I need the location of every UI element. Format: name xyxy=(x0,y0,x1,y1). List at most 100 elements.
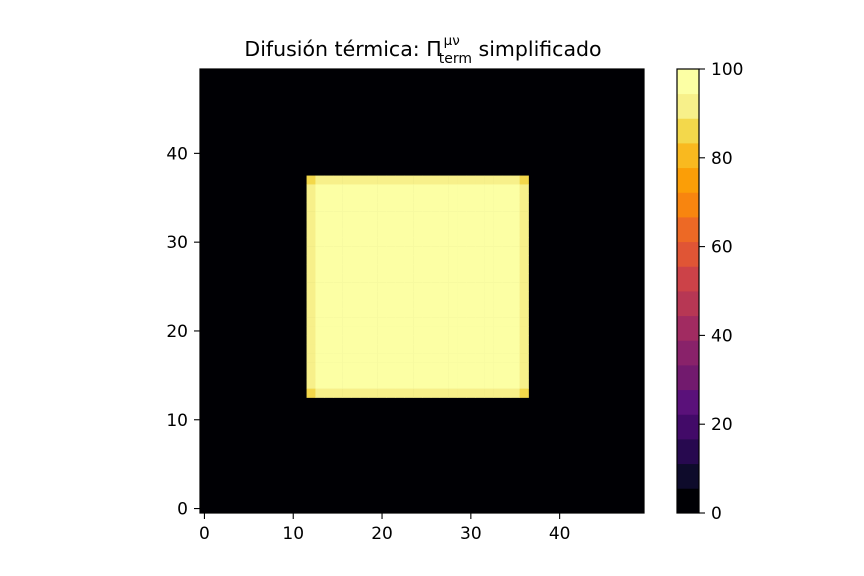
heatmap-cell xyxy=(386,344,396,354)
x-tick-label: 10 xyxy=(282,524,304,544)
heatmap-cell xyxy=(377,193,387,203)
colorbar-tick-label: 60 xyxy=(711,238,733,258)
heatmap-cell xyxy=(466,362,476,372)
heatmap-cell xyxy=(439,211,449,221)
heatmap-cell xyxy=(306,237,316,247)
heatmap-cell xyxy=(342,317,352,327)
heatmap-cell xyxy=(377,308,387,318)
heatmap-cell xyxy=(404,184,414,194)
heatmap-cell xyxy=(404,273,414,283)
heatmap-cell xyxy=(475,264,485,274)
heatmap-cell xyxy=(475,255,485,265)
heatmap-cell xyxy=(430,237,441,247)
heatmap-cell xyxy=(395,362,405,372)
heatmap-cell xyxy=(395,264,405,274)
heatmap-cell xyxy=(324,264,334,274)
heatmap-cell xyxy=(430,335,441,345)
heatmap-cell xyxy=(306,219,316,230)
heatmap-cell xyxy=(484,193,494,203)
heatmap-cell xyxy=(306,282,316,292)
colorbar-band xyxy=(677,414,699,440)
heatmap-cell xyxy=(368,299,378,310)
heatmap-cell xyxy=(342,308,352,318)
heatmap-cell xyxy=(501,308,512,318)
heatmap-cell xyxy=(519,291,529,301)
heatmap-cell xyxy=(457,335,467,345)
heatmap-cell xyxy=(404,255,414,265)
heatmap-cell xyxy=(510,379,520,389)
heatmap-cell xyxy=(395,193,405,203)
heatmap-cell xyxy=(350,379,361,389)
heatmap-cell xyxy=(484,211,494,221)
heatmap-cell xyxy=(475,317,485,327)
heatmap-cell xyxy=(510,219,520,230)
heatmap-cell xyxy=(368,211,378,221)
heatmap-cell xyxy=(448,362,458,372)
heatmap-cell xyxy=(519,335,529,345)
heatmap-cell xyxy=(324,175,334,185)
heatmap-cell xyxy=(457,237,467,247)
heatmap-cell xyxy=(368,344,378,354)
heatmap-cell xyxy=(448,299,458,310)
heatmap-cell xyxy=(448,282,458,292)
heatmap-cell xyxy=(404,246,414,256)
heatmap-cell xyxy=(484,282,494,292)
heatmap-cell xyxy=(324,379,334,389)
heatmap-cell xyxy=(422,193,432,203)
heatmap-cell xyxy=(324,291,334,301)
heatmap-cell xyxy=(395,353,405,363)
heatmap-cell xyxy=(493,299,503,310)
heatmap-cell xyxy=(510,299,520,310)
heatmap-cell xyxy=(386,264,396,274)
heatmap-cell xyxy=(324,388,334,398)
heatmap-cell xyxy=(457,193,467,203)
heatmap-cell xyxy=(457,211,467,221)
heatmap-cell xyxy=(386,219,396,230)
colorbar-bands xyxy=(677,69,699,514)
heatmap-cell xyxy=(501,353,512,363)
heatmap-cells xyxy=(200,69,644,513)
heatmap-cell xyxy=(422,344,432,354)
heatmap-cell xyxy=(493,255,503,265)
heatmap-cell xyxy=(413,299,423,310)
heatmap-cell xyxy=(484,237,494,247)
heatmap-cell xyxy=(457,291,467,301)
heatmap-cell xyxy=(342,379,352,389)
heatmap-cell xyxy=(395,335,405,345)
heatmap-cell xyxy=(413,335,423,345)
heatmap-cell xyxy=(484,326,494,336)
heatmap-cell xyxy=(368,326,378,336)
heatmap-cell xyxy=(439,317,449,327)
heatmap-cell xyxy=(333,246,343,256)
heatmap-cell xyxy=(422,299,432,310)
heatmap-cell xyxy=(457,273,467,283)
heatmap-cell xyxy=(484,344,494,354)
heatmap-cell xyxy=(430,308,441,318)
heatmap-cell xyxy=(466,326,476,336)
heatmap-cell xyxy=(439,237,449,247)
heatmap-cell xyxy=(333,282,343,292)
heatmap-cell xyxy=(413,246,423,256)
heatmap-cell xyxy=(430,246,441,256)
heatmap-cell xyxy=(493,202,503,212)
heatmap-cell xyxy=(466,388,476,398)
heatmap-cell xyxy=(350,175,361,185)
heatmap-cell xyxy=(404,362,414,372)
heatmap-cell xyxy=(368,175,378,185)
heatmap-cell xyxy=(368,308,378,318)
heatmap-cell xyxy=(466,237,476,247)
heatmap-cell xyxy=(359,291,370,301)
heatmap-cell xyxy=(368,219,378,230)
heatmap-cell xyxy=(333,326,343,336)
heatmap-cell xyxy=(395,370,405,381)
heatmap-cell xyxy=(519,255,529,265)
heatmap-cell xyxy=(501,299,512,310)
heatmap-cell xyxy=(501,193,512,203)
heatmap-cell xyxy=(350,228,361,239)
heatmap-cell xyxy=(430,255,441,265)
heatmap-cell xyxy=(422,291,432,301)
heatmap-cell xyxy=(350,335,361,345)
heatmap-cell xyxy=(368,379,378,389)
heatmap-cell xyxy=(404,175,414,185)
heatmap-cell xyxy=(466,211,476,221)
